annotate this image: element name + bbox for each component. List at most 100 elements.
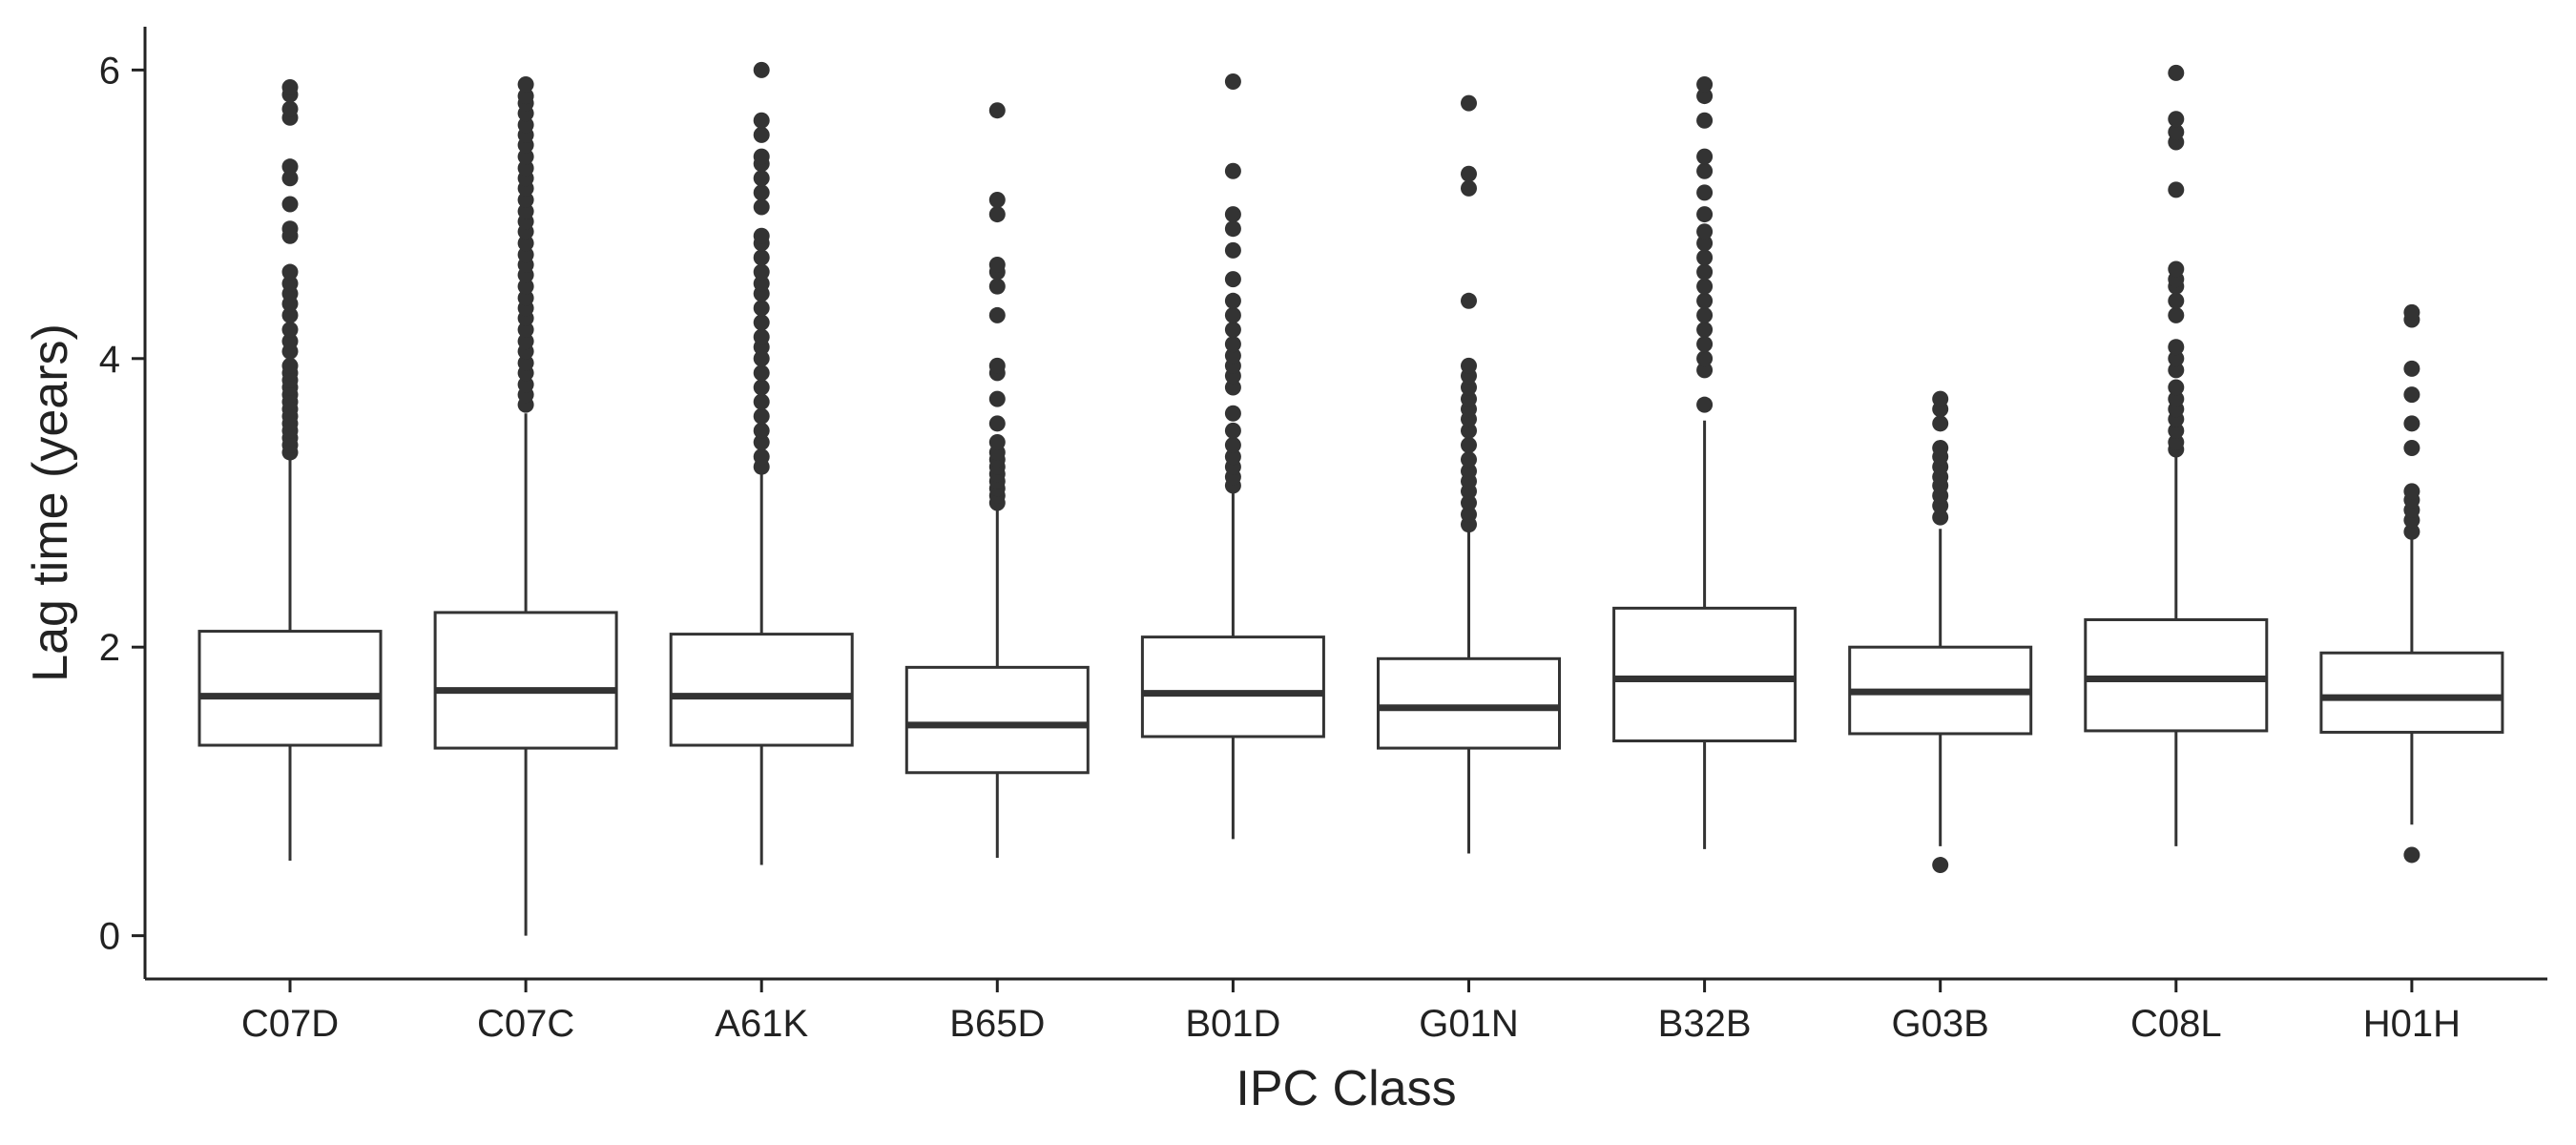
y-tick-label: 0 xyxy=(99,916,120,958)
outlier-point xyxy=(1224,322,1241,339)
outlier-point xyxy=(1224,292,1241,309)
outlier-point xyxy=(1461,179,1477,197)
outlier-point xyxy=(2168,123,2185,140)
outlier-point xyxy=(1932,509,1949,526)
y-tick-label: 2 xyxy=(99,627,120,669)
outlier-point xyxy=(1696,249,1714,266)
outlier-point xyxy=(753,184,770,201)
outlier-point xyxy=(753,300,770,317)
x-axis-ticks: C07D C07C A61K B65D B01D G01N B32B G03B C08L H01H xyxy=(241,979,2461,1045)
x-tick-label: C07D xyxy=(241,1003,339,1045)
outlier-point xyxy=(753,433,770,450)
outlier-point xyxy=(1224,347,1241,364)
outlier-point xyxy=(753,379,770,396)
outlier-point xyxy=(1696,396,1714,413)
outlier-point xyxy=(1932,390,1949,407)
outlier-point xyxy=(1461,379,1477,396)
outlier-point xyxy=(2168,362,2185,379)
outlier-point xyxy=(1224,448,1241,466)
outlier-point xyxy=(1696,306,1714,323)
iqr-box xyxy=(1377,656,1561,750)
outlier-point xyxy=(2403,523,2420,540)
iqr-box xyxy=(197,630,383,747)
x-tick-label: A61K xyxy=(715,1003,808,1045)
outlier-point xyxy=(1696,148,1714,165)
outlier-point xyxy=(1224,437,1241,454)
outlier-point xyxy=(2168,260,2185,278)
outlier-point xyxy=(753,393,770,410)
outlier-point xyxy=(517,88,534,105)
y-axis-ticks: 0 2 4 6 xyxy=(99,50,145,958)
outlier-point xyxy=(1461,463,1477,480)
outlier-point xyxy=(2168,433,2185,450)
outlier-point xyxy=(281,100,299,117)
box-group-b32b xyxy=(1612,75,1797,849)
outlier-point xyxy=(517,191,534,208)
outlier-point xyxy=(1696,336,1714,353)
outlier-point xyxy=(753,448,770,466)
outlier-point xyxy=(753,263,770,281)
box-group-b65d xyxy=(904,102,1090,858)
outlier-point xyxy=(1932,415,1949,432)
outlier-point xyxy=(1696,350,1714,367)
x-tick-label: C07C xyxy=(477,1003,574,1045)
box-group-c07d xyxy=(197,79,383,862)
outlier-point xyxy=(1696,263,1714,281)
outlier-point xyxy=(1224,241,1241,259)
outlier-point xyxy=(281,158,299,176)
outlier-point xyxy=(1461,422,1477,439)
x-tick-label: B01D xyxy=(1185,1003,1280,1045)
outlier-point xyxy=(517,322,534,339)
outlier-point xyxy=(1696,292,1714,309)
x-axis-title: IPC Class xyxy=(1236,1061,1456,1116)
outlier-point xyxy=(988,433,1006,450)
outlier-point xyxy=(1461,94,1477,112)
outlier-point xyxy=(1696,184,1714,201)
outlier-point xyxy=(2168,390,2185,407)
outlier-point xyxy=(1461,292,1477,309)
outlier-point xyxy=(753,148,770,165)
outlier-point xyxy=(517,289,534,306)
x-tick-label: B65D xyxy=(949,1003,1045,1045)
outlier-point xyxy=(1696,75,1714,93)
outlier-point xyxy=(1224,422,1241,439)
outlier-point xyxy=(517,75,534,93)
box-group-c08l xyxy=(2084,64,2269,846)
x-tick-label: H01H xyxy=(2363,1003,2461,1045)
outlier-point xyxy=(753,275,770,292)
y-axis-title: Lag time (years) xyxy=(23,323,78,682)
outlier-point xyxy=(753,350,770,367)
outlier-point xyxy=(517,246,534,263)
outlier-point xyxy=(2403,483,2420,500)
outlier-point xyxy=(988,191,1006,208)
outlier-point xyxy=(517,203,534,220)
outlier-point xyxy=(2403,846,2420,864)
outlier-point xyxy=(517,278,534,295)
outlier-point xyxy=(517,159,534,177)
outlier-point xyxy=(1224,162,1241,179)
outlier-point xyxy=(1932,440,1949,457)
outlier-point xyxy=(1696,206,1714,223)
outlier-point xyxy=(281,196,299,213)
outlier-point xyxy=(2403,303,2420,321)
box-group-c07c xyxy=(433,75,618,936)
outlier-point xyxy=(753,249,770,266)
outlier-point xyxy=(2168,181,2185,198)
outlier-point xyxy=(1461,357,1477,374)
outlier-point xyxy=(2168,111,2185,128)
outlier-point xyxy=(281,306,299,323)
box-group-g03b xyxy=(1848,390,2033,874)
outlier-point xyxy=(1696,112,1714,129)
x-tick-label: B32B xyxy=(1658,1003,1752,1045)
iqr-box xyxy=(1140,635,1325,739)
outlier-point xyxy=(1224,405,1241,422)
outlier-point xyxy=(1224,379,1241,396)
y-tick-label: 6 xyxy=(99,50,120,92)
outlier-point xyxy=(281,220,299,238)
outlier-point xyxy=(281,263,299,281)
outlier-point xyxy=(1224,271,1241,288)
iqr-box xyxy=(669,633,854,747)
outlier-point xyxy=(988,306,1006,323)
outlier-point xyxy=(988,357,1006,374)
